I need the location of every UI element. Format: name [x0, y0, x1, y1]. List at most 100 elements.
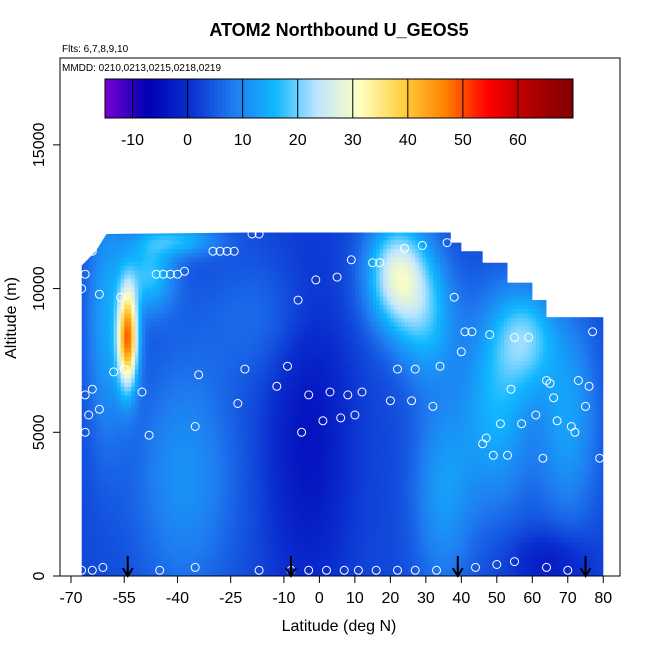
- heatmap-cell: [216, 450, 221, 456]
- heatmap-cell: [255, 407, 260, 413]
- heatmap-cell: [188, 369, 193, 374]
- heatmap-cell: [138, 563, 143, 568]
- heatmap-cell: [138, 532, 143, 538]
- heatmap-cell: [120, 394, 125, 400]
- heatmap-cell: [117, 274, 122, 280]
- heatmap-cell: [294, 412, 299, 418]
- heatmap-cell: [134, 459, 140, 465]
- heatmap-cell: [273, 232, 278, 236]
- heatmap-cell: [301, 455, 306, 461]
- heatmap-cell: [152, 563, 157, 568]
- heatmap-cell: [188, 317, 193, 323]
- heatmap-cell: [202, 265, 207, 271]
- heatmap-cell: [216, 489, 221, 495]
- heatmap-cell: [184, 256, 189, 262]
- heatmap-cell: [280, 300, 285, 305]
- heatmap-cell: [124, 455, 129, 461]
- heatmap-cell: [262, 369, 267, 374]
- dates-label: MMDD: 0210,0213,0215,0218,0219: [62, 63, 221, 74]
- heatmap-cell: [269, 567, 274, 573]
- heatmap-cell: [134, 325, 140, 331]
- heatmap-cell: [152, 330, 157, 336]
- heatmap-cell: [88, 304, 93, 310]
- heatmap-cell: [85, 364, 90, 370]
- heatmap-cell: [298, 489, 303, 495]
- heatmap-cell: [145, 330, 150, 336]
- heatmap-cell: [166, 403, 171, 409]
- heatmap-cell: [173, 252, 179, 258]
- heatmap-cell: [110, 425, 115, 431]
- heatmap-cell: [291, 330, 296, 336]
- heatmap-cell: [262, 282, 267, 288]
- heatmap-cell: [170, 476, 175, 482]
- heatmap-cell: [266, 381, 271, 387]
- heatmap-cell: [202, 386, 207, 392]
- heatmap-cell: [159, 244, 164, 249]
- heatmap-cell: [251, 425, 257, 431]
- heatmap-cell: [184, 300, 189, 305]
- heatmap-cell: [110, 485, 115, 491]
- heatmap-cell: [195, 369, 200, 374]
- heatmap-cell: [216, 515, 221, 521]
- heatmap-cell: [124, 494, 129, 499]
- heatmap-cell: [262, 519, 267, 525]
- heatmap-cell: [291, 317, 296, 323]
- heatmap-cell: [251, 232, 257, 236]
- heatmap-cell: [237, 571, 242, 576]
- heatmap-cell: [287, 563, 292, 568]
- heatmap-cell: [294, 300, 299, 305]
- heatmap-cell: [163, 338, 168, 344]
- heatmap-cell: [266, 282, 271, 288]
- heatmap-cell: [273, 528, 278, 534]
- heatmap-cell: [173, 468, 179, 474]
- heatmap-cell: [163, 507, 168, 512]
- heatmap-cell: [95, 412, 100, 418]
- heatmap-cell: [124, 403, 129, 409]
- heatmap-cell: [291, 420, 296, 426]
- heatmap-cell: [124, 519, 129, 525]
- heatmap-cell: [241, 347, 246, 353]
- heatmap-cell: [202, 232, 207, 236]
- heatmap-cell: [294, 338, 299, 344]
- heatmap-cell: [117, 248, 122, 254]
- heatmap-cell: [276, 239, 281, 245]
- heatmap-cell: [152, 291, 157, 297]
- heatmap-cell: [177, 274, 182, 280]
- heatmap-cell: [220, 386, 225, 392]
- heatmap-cell: [188, 308, 193, 314]
- heatmap-cell: [163, 308, 168, 314]
- heatmap-cell: [298, 554, 303, 560]
- heatmap-cell: [92, 472, 97, 478]
- heatmap-cell: [291, 313, 296, 318]
- heatmap-cell: [124, 468, 129, 474]
- heatmap-cell: [113, 407, 118, 413]
- heatmap-cell: [269, 369, 274, 374]
- heatmap-cell: [113, 472, 118, 478]
- heatmap-cell: [124, 304, 129, 310]
- heatmap-cell: [110, 244, 115, 249]
- heatmap-cell: [202, 360, 207, 366]
- heatmap-cell: [166, 256, 171, 262]
- heatmap-cell: [102, 507, 108, 512]
- heatmap-cell: [216, 334, 221, 340]
- heatmap-cell: [117, 481, 122, 487]
- heatmap-cell: [273, 532, 278, 538]
- heatmap-cell: [166, 343, 171, 349]
- heatmap-cell: [173, 287, 179, 293]
- heatmap-cell: [283, 399, 289, 405]
- heatmap-cell: [195, 347, 200, 353]
- heatmap-cell: [106, 494, 111, 499]
- heatmap-cell: [106, 433, 111, 439]
- heatmap-cell: [124, 364, 129, 370]
- heatmap-cell: [251, 351, 257, 357]
- heatmap-cell: [188, 381, 193, 387]
- heatmap-cell: [287, 291, 292, 297]
- heatmap-cell: [113, 261, 118, 267]
- heatmap-cell: [237, 472, 242, 478]
- heatmap-cell: [216, 429, 221, 435]
- heatmap-cell: [106, 304, 111, 310]
- heatmap-cell: [212, 412, 218, 418]
- heatmap-cell: [95, 381, 100, 387]
- heatmap-cell: [138, 455, 143, 461]
- heatmap-cell: [110, 239, 115, 245]
